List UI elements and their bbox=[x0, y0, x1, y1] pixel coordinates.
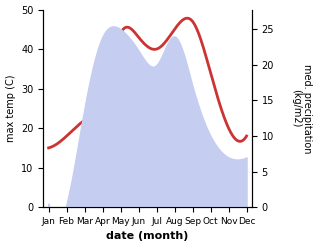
Y-axis label: med. precipitation
(kg/m2): med. precipitation (kg/m2) bbox=[291, 64, 313, 153]
X-axis label: date (month): date (month) bbox=[107, 231, 189, 242]
Y-axis label: max temp (C): max temp (C) bbox=[5, 75, 16, 142]
